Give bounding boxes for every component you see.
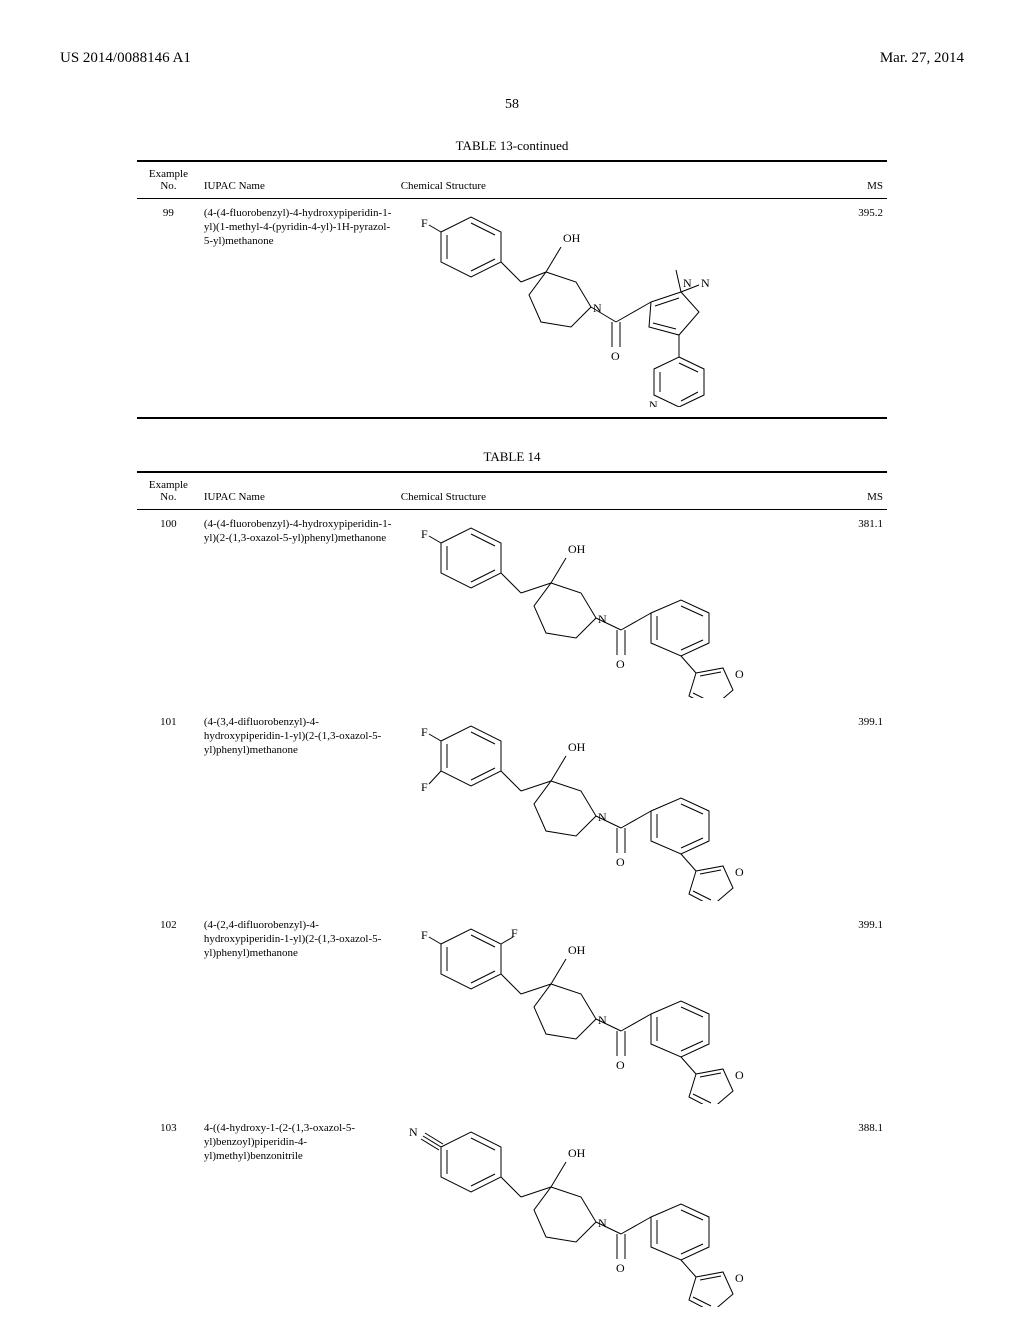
- chemical-structure-icon: F F OH: [401, 716, 781, 901]
- svg-text:N: N: [685, 1103, 694, 1104]
- cell-example-no: 100: [137, 510, 200, 709]
- page-header: US 2014/0088146 A1 Mar. 27, 2014: [60, 50, 964, 67]
- svg-text:F: F: [421, 216, 428, 230]
- svg-text:N: N: [598, 612, 607, 626]
- cell-iupac: (4-(4-fluorobenzyl)-4-hydroxypiperidin-1…: [200, 510, 397, 709]
- cell-iupac: 4-((4-hydroxy-1-(2-(1,3-oxazol-5-yl)benz…: [200, 1114, 397, 1317]
- cell-example-no: 101: [137, 708, 200, 911]
- publication-date: Mar. 27, 2014: [880, 50, 964, 67]
- col-example-no: Example No.: [137, 472, 200, 510]
- chemical-structure-icon: F OH N: [401, 518, 781, 698]
- cell-iupac: (4-(4-fluorobenzyl)-4-hydroxypiperidin-1…: [200, 199, 397, 419]
- svg-text:F: F: [421, 527, 428, 541]
- table-13-continued: TABLE 13-continued Example No. IUPAC Nam…: [137, 138, 887, 419]
- svg-text:OH: OH: [568, 542, 586, 556]
- table-row: 99 (4-(4-fluorobenzyl)-4-hydroxypiperidi…: [137, 199, 887, 419]
- svg-text:N: N: [685, 900, 694, 901]
- table-13-caption: TABLE 13-continued: [137, 138, 887, 154]
- svg-text:N: N: [598, 810, 607, 824]
- svg-text:OH: OH: [568, 943, 586, 957]
- svg-text:O: O: [616, 657, 625, 671]
- cell-ms: 399.1: [824, 708, 887, 911]
- col-ms: MS: [824, 161, 887, 199]
- svg-text:F: F: [421, 780, 428, 794]
- svg-text:F: F: [421, 725, 428, 739]
- svg-text:N: N: [701, 276, 710, 290]
- svg-text:O: O: [735, 865, 744, 879]
- cell-structure: F F OH: [397, 708, 825, 911]
- table-row: 102 (4-(2,4-difluorobenzyl)-4-hydroxypip…: [137, 911, 887, 1114]
- svg-text:OH: OH: [563, 231, 581, 245]
- svg-text:N: N: [598, 1013, 607, 1027]
- svg-text:O: O: [616, 1261, 625, 1275]
- page-number: 58: [60, 97, 964, 113]
- col-structure: Chemical Structure: [397, 472, 825, 510]
- table-row: 103 4-((4-hydroxy-1-(2-(1,3-oxazol-5-yl)…: [137, 1114, 887, 1317]
- cell-structure: F F OH: [397, 911, 825, 1114]
- cell-ms: 395.2: [824, 199, 887, 419]
- svg-text:O: O: [611, 349, 620, 363]
- cell-structure: F OH N: [397, 199, 825, 419]
- cell-example-no: 99: [137, 199, 200, 419]
- col-example-no: Example No.: [137, 161, 200, 199]
- table-13: Example No. IUPAC Name Chemical Structur…: [137, 160, 887, 419]
- svg-text:F: F: [421, 928, 428, 942]
- svg-text:O: O: [735, 1271, 744, 1285]
- cell-example-no: 102: [137, 911, 200, 1114]
- table-14-caption: TABLE 14: [137, 449, 887, 465]
- svg-text:N: N: [409, 1125, 418, 1139]
- svg-text:N: N: [685, 1306, 694, 1307]
- chemical-structure-icon: F OH N: [401, 207, 781, 407]
- cell-example-no: 103: [137, 1114, 200, 1317]
- col-iupac: IUPAC Name: [200, 472, 397, 510]
- col-structure: Chemical Structure: [397, 161, 825, 199]
- cell-ms: 388.1: [824, 1114, 887, 1317]
- svg-text:OH: OH: [568, 1146, 586, 1160]
- cell-structure: N OH N: [397, 1114, 825, 1317]
- cell-ms: 381.1: [824, 510, 887, 709]
- col-iupac: IUPAC Name: [200, 161, 397, 199]
- svg-text:O: O: [735, 1068, 744, 1082]
- chemical-structure-icon: F F OH: [401, 919, 781, 1104]
- table-14: TABLE 14 Example No. IUPAC Name Chemical…: [137, 449, 887, 1317]
- publication-number: US 2014/0088146 A1: [60, 50, 191, 67]
- cell-ms: 399.1: [824, 911, 887, 1114]
- col-ms: MS: [824, 472, 887, 510]
- svg-text:O: O: [616, 1058, 625, 1072]
- svg-text:O: O: [616, 855, 625, 869]
- svg-text:N: N: [649, 398, 658, 407]
- cell-structure: F OH N: [397, 510, 825, 709]
- svg-text:N: N: [598, 1216, 607, 1230]
- table-row: 100 (4-(4-fluorobenzyl)-4-hydroxypiperid…: [137, 510, 887, 709]
- svg-text:O: O: [735, 667, 744, 681]
- table-row: 101 (4-(3,4-difluorobenzyl)-4-hydroxypip…: [137, 708, 887, 911]
- svg-text:OH: OH: [568, 740, 586, 754]
- cell-iupac: (4-(3,4-difluorobenzyl)-4-hydroxypiperid…: [200, 708, 397, 911]
- chemical-structure-icon: N OH N: [401, 1122, 781, 1307]
- cell-iupac: (4-(2,4-difluorobenzyl)-4-hydroxypiperid…: [200, 911, 397, 1114]
- table-14-table: Example No. IUPAC Name Chemical Structur…: [137, 471, 887, 1317]
